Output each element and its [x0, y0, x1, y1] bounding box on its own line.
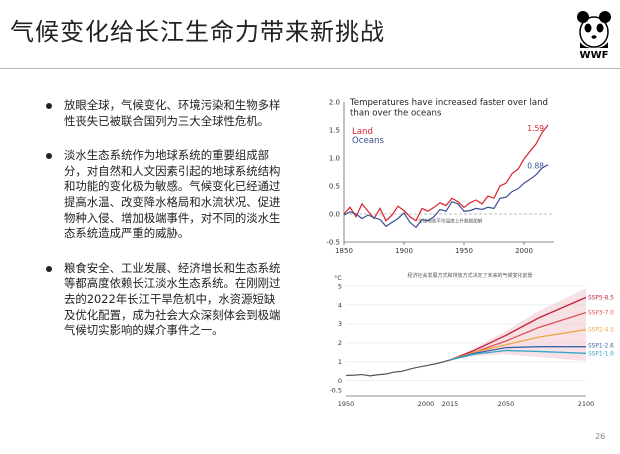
chart1-y-tick-label: -0.5 — [326, 239, 340, 247]
wwf-logo: WWF — [574, 8, 614, 64]
panda-icon — [577, 11, 611, 48]
chart2-y-tick-label: -0.5 — [330, 387, 342, 395]
ssp-projection-chart: 经济社会发展方式和排放方式决定了未来的气候变化前景 °C 5 4 3 2 1 0 -0.5 1… — [330, 272, 614, 408]
chart2-x-tick-label: 1950 — [338, 400, 355, 408]
series-end-label: 1.59 — [527, 124, 544, 133]
slide-title: 气候变化给长江生命力带来新挑战 — [10, 18, 385, 46]
legend-oceans: Oceans — [352, 136, 384, 146]
bullet-list: 放眼全球，气候变化、环境污染和生物多样性丧失已被联合国列为三大全球性危机。 淡水… — [46, 98, 282, 358]
historical-line — [345, 359, 451, 377]
chart1-y-tick-label: 2.0 — [329, 99, 340, 107]
chart2-y-tick-label: 3 — [338, 320, 342, 328]
chart2-x-tick-label: 2000 — [418, 400, 435, 408]
chart2-y-tick-label: 1 — [338, 358, 342, 366]
chart2-x-tick-label: 2100 — [578, 400, 595, 408]
uncertainty-band — [450, 288, 586, 361]
chart2-y-tick-label: 0 — [338, 377, 342, 385]
chart2-y-tick-label: 2 — [338, 339, 342, 347]
chart1-x-tick-label: 1900 — [395, 247, 413, 255]
series-line-land — [343, 124, 549, 222]
land-ocean-temperature-chart: Temperatures have increased faster over … — [326, 98, 554, 255]
chart2-x-tick-label: 2015 — [442, 400, 459, 408]
page-number: 26 — [595, 432, 606, 441]
chart1-note: 全球地表平均温度上升数据图解 — [418, 217, 483, 224]
ssp-label: SSP1-1.9 — [588, 351, 614, 357]
chart1-title: Temperatures have increased faster over … — [349, 98, 548, 119]
chart1-y-tick-label: 0.5 — [329, 183, 340, 191]
chart1-y-tick-label: 1.0 — [329, 155, 340, 163]
logo-label: WWF — [579, 50, 609, 61]
chart1-y-tick-label: 0.0 — [329, 211, 340, 219]
bullet-item: 粮食安全、工业发展、经济增长和生态系统等都高度依赖长江淡水生态系统。在刚刚过去的… — [46, 261, 282, 339]
ssp-line — [449, 296, 587, 361]
ssp-label: SSP1-2.6 — [588, 344, 614, 350]
series-end-label: 0.88 — [527, 162, 544, 171]
ssp-line — [449, 349, 587, 361]
ssp-label: SSP2-4.5 — [588, 328, 614, 334]
chart1-y-tick-label: 1.5 — [329, 127, 340, 135]
chart2-y-tick-label: 4 — [338, 301, 342, 309]
chart1-title-line1: Temperatures have increased faster over … — [349, 98, 548, 108]
chart1-x-tick-label: 2000 — [515, 247, 533, 255]
chart2-y-unit: °C — [334, 274, 342, 282]
chart1-x-tick-label: 1950 — [455, 247, 473, 255]
chart2-x-tick-label: 2050 — [498, 400, 515, 408]
ssp-label: SSP5-8.5 — [588, 295, 614, 301]
bullet-item: 放眼全球，气候变化、环境污染和生物多样性丧失已被联合国列为三大全球性危机。 — [46, 98, 282, 129]
ssp-label: SSP3-7.0 — [588, 311, 614, 317]
chart2-title: 经济社会发展方式和排放方式决定了未来的气候变化前景 — [407, 272, 532, 279]
chart1-title-line2: than over the oceans — [350, 109, 442, 119]
bullet-item: 淡水生态系统作为地球系统的重要组成部分，对自然和人文因素引起的地球系统结构和功能… — [46, 148, 282, 242]
chart1-x-tick-label: 1850 — [335, 247, 353, 255]
legend-land: Land — [352, 127, 373, 137]
chart2-y-tick-label: 5 — [338, 282, 342, 290]
series-line-oceans — [343, 164, 549, 229]
title-divider — [0, 68, 620, 69]
